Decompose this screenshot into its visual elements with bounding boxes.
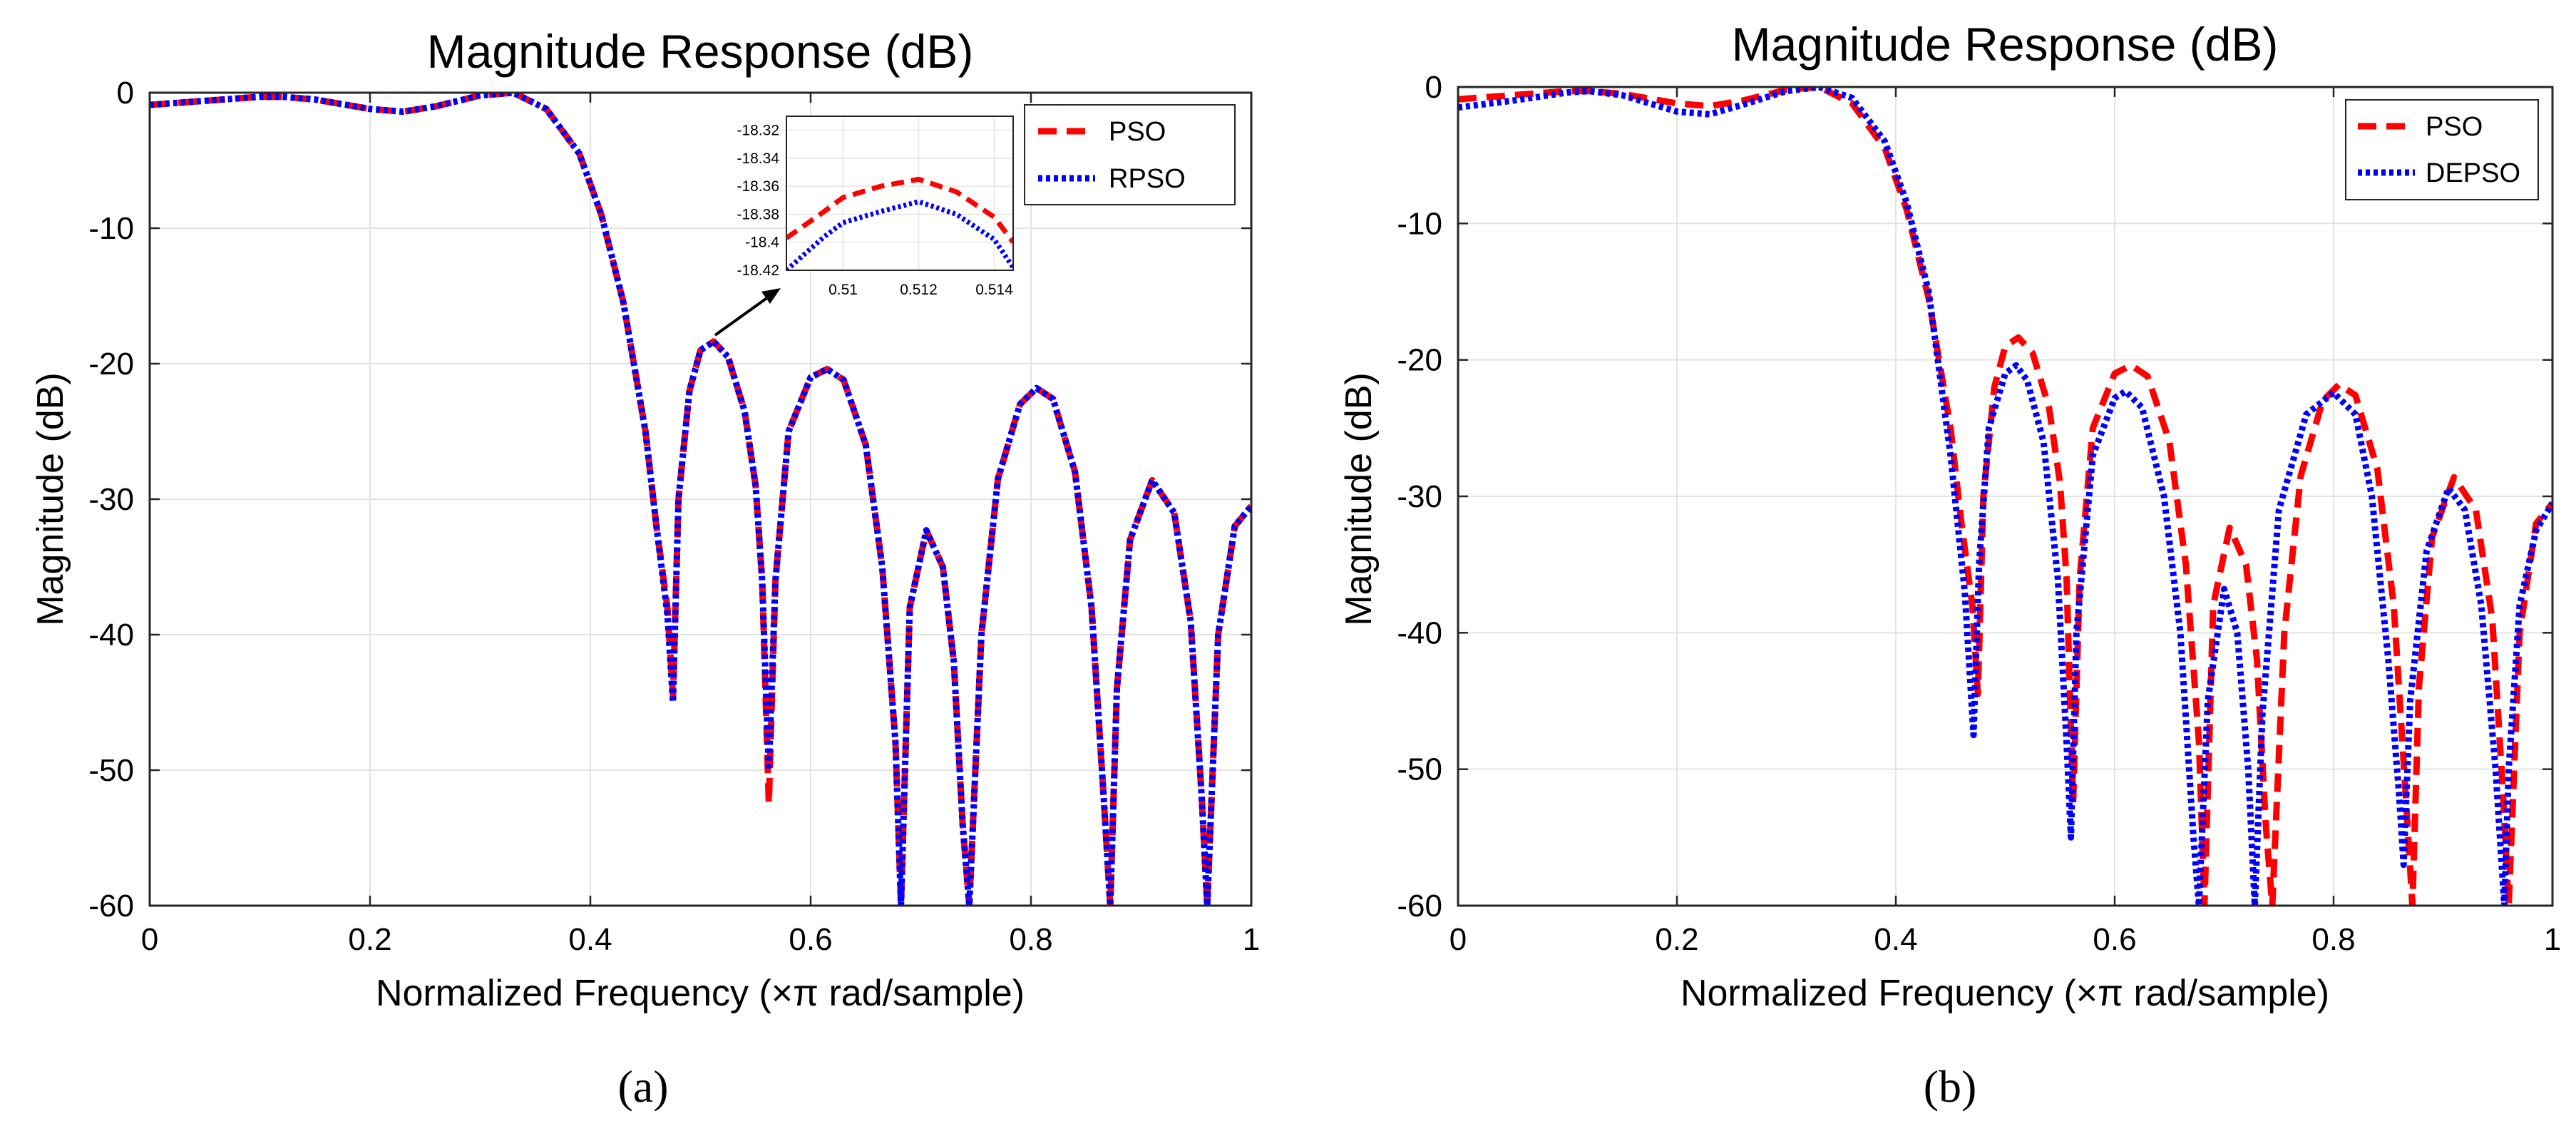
y-tick-label: 0: [117, 76, 134, 111]
inset-series: [786, 176, 1013, 270]
panel-b: 0 0.2 0.4 0.6 0.8 1 0 -10 -20 -30 -40 -50 -60 Magnit…: [1338, 18, 2561, 1014]
panel-b-title: Magnitude Response (dB): [1732, 18, 2279, 71]
caption-a: (a): [617, 1061, 668, 1112]
y-tick-label: -50: [88, 753, 134, 788]
panel-a-inset: 0.51 0.512 0.514 -18.32 -18.34 -18.36 -18.38 -1…: [737, 116, 1014, 298]
panel-b-legend: PSO DEPSO: [2345, 99, 2539, 200]
y-tick-label: 0: [1425, 70, 1442, 105]
panel-a-grid: [149, 92, 1252, 906]
series-line-depso: [1458, 87, 2552, 906]
inset-x-tick-label: 0.51: [828, 282, 858, 298]
panel-a-ylabel: Magnitude (dB): [30, 372, 71, 626]
y-tick-label: -60: [1397, 889, 1442, 923]
zoom-arrow-head: [761, 288, 781, 304]
y-tick-label: -30: [88, 482, 134, 517]
panel-b-grid: [1457, 86, 2553, 906]
panel-b-legend-box: [2345, 99, 2539, 200]
panel-a-ticks: 0 0.2 0.4 0.6 0.8 1 0 -10 -20 -30 -40 -50 -60: [88, 76, 1260, 957]
legend-label-pso: PSO: [1109, 117, 1166, 147]
panel-a-title: Magnitude Response (dB): [427, 25, 974, 78]
inset-y-tick-label: -18.38: [737, 206, 779, 222]
y-tick-label: -20: [1397, 343, 1442, 378]
inset-y-tick-label: -18.34: [737, 150, 779, 167]
panel-a-series: [150, 93, 1251, 906]
y-tick-label: -50: [1397, 752, 1442, 787]
x-tick-label: 0.2: [1655, 922, 1698, 957]
x-tick-label: 0.6: [2093, 922, 2136, 957]
y-tick-label: -40: [88, 618, 134, 652]
panel-b-ylabel: Magnitude (dB): [1338, 372, 1380, 626]
x-tick-label: 0: [141, 922, 158, 957]
y-tick-label: -30: [1397, 479, 1442, 514]
inset-y-tick-label: -18.32: [737, 123, 779, 139]
inset-x-tick-label: 0.512: [900, 282, 938, 298]
legend-label-rpso: RPSO: [1109, 164, 1186, 194]
legend-label-pso-b: PSO: [2426, 112, 2483, 142]
x-tick-label: 0.4: [568, 922, 612, 957]
caption-b: (b): [1924, 1061, 1977, 1112]
inset-frame: [786, 116, 1014, 271]
panel-a-xlabel: Normalized Frequency (×π rad/sample): [376, 973, 1025, 1014]
inset-y-tick-label: -18.42: [737, 262, 779, 279]
x-tick-label: 1: [1243, 922, 1260, 957]
zoom-arrow-shaft: [714, 296, 769, 337]
zoom-arrow: [714, 288, 781, 337]
panel-a-legend: PSO RPSO: [1024, 104, 1236, 205]
x-tick-label: 0.4: [1874, 922, 1917, 957]
y-tick-label: -20: [88, 347, 134, 382]
y-tick-label: -10: [1397, 206, 1442, 241]
y-tick-label: -10: [88, 211, 134, 246]
inset-y-tick-label: -18.4: [745, 235, 779, 251]
panel-a-legend-box: [1024, 104, 1236, 205]
series-line-rpso: [150, 93, 1251, 906]
inset-series-pso: [786, 176, 1013, 244]
x-tick-label: 1: [2544, 922, 2561, 957]
panel-b-series: [1458, 87, 2552, 906]
inset-x-tick-label: 0.514: [975, 282, 1013, 298]
panel-b-ticks: 0 0.2 0.4 0.6 0.8 1 0 -10 -20 -30 -40 -50 -60: [1397, 70, 2561, 957]
y-tick-label: -40: [1397, 615, 1442, 650]
x-tick-label: 0: [1449, 922, 1467, 957]
x-tick-label: 0.8: [1009, 922, 1052, 957]
inset-y-tick-label: -18.36: [737, 178, 779, 195]
y-tick-label: -60: [88, 889, 134, 923]
series-line-pso: [1458, 87, 2552, 906]
x-tick-label: 0.6: [789, 922, 832, 957]
panel-a: 0 0.2 0.4 0.6 0.8 1 0 -10 -20 -30 -40 -50 -60 Magnit…: [30, 25, 1260, 1014]
inset-series-rpso: [786, 199, 1013, 270]
inset-background: [786, 116, 1013, 270]
x-tick-label: 0.2: [348, 922, 391, 957]
legend-label-depso: DEPSO: [2426, 158, 2520, 188]
inset-ticks: 0.51 0.512 0.514 -18.32 -18.34 -18.36 -18.38 -1…: [737, 123, 1013, 298]
panel-b-xlabel: Normalized Frequency (×π rad/sample): [1680, 973, 2329, 1014]
x-tick-label: 0.8: [2311, 922, 2355, 957]
